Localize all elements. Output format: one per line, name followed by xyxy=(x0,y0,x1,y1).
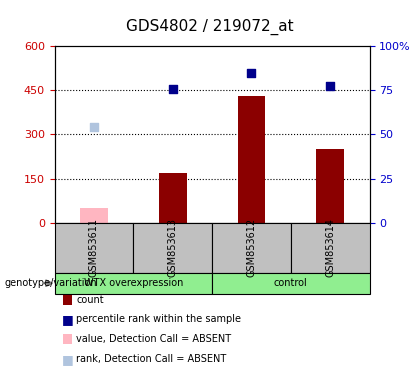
Text: GSM853612: GSM853612 xyxy=(247,218,257,277)
Text: WTX overexpression: WTX overexpression xyxy=(84,278,183,288)
Text: rank, Detection Call = ABSENT: rank, Detection Call = ABSENT xyxy=(76,354,227,364)
Text: GSM853613: GSM853613 xyxy=(168,218,178,277)
Point xyxy=(91,124,97,130)
Text: control: control xyxy=(274,278,308,288)
Bar xyxy=(80,208,108,223)
Text: ■: ■ xyxy=(62,313,74,326)
Text: GSM853611: GSM853611 xyxy=(89,218,99,277)
Text: value, Detection Call = ABSENT: value, Detection Call = ABSENT xyxy=(76,334,231,344)
Bar xyxy=(316,149,344,223)
Point xyxy=(327,83,333,89)
Point xyxy=(248,70,255,76)
Text: count: count xyxy=(76,295,104,305)
Text: GDS4802 / 219072_at: GDS4802 / 219072_at xyxy=(126,19,294,35)
Bar xyxy=(238,96,265,223)
Text: percentile rank within the sample: percentile rank within the sample xyxy=(76,314,241,324)
Text: ■: ■ xyxy=(62,353,74,366)
Text: genotype/variation: genotype/variation xyxy=(4,278,97,288)
Bar xyxy=(159,173,186,223)
Text: GSM853614: GSM853614 xyxy=(325,218,335,277)
Point xyxy=(169,86,176,92)
